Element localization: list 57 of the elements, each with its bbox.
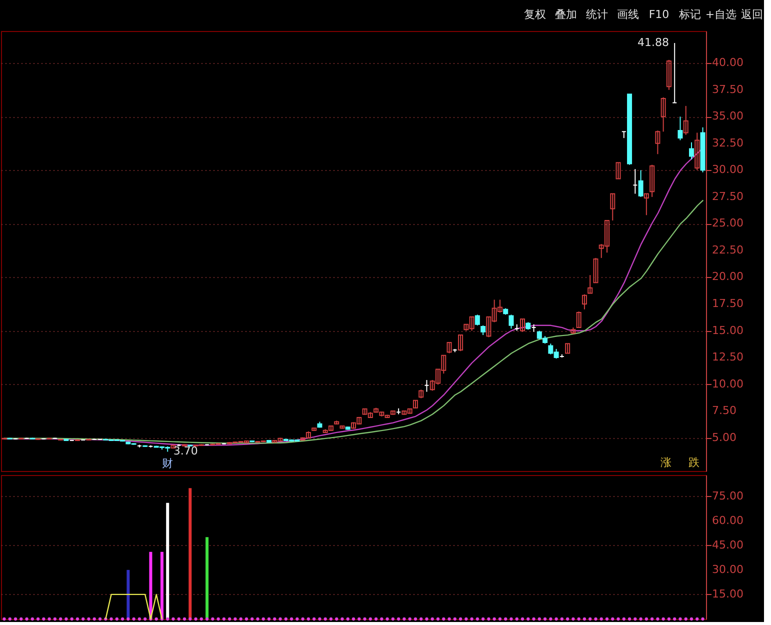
annotation: 41.88 xyxy=(637,36,669,49)
y-tick-label: 17.50 xyxy=(712,296,744,310)
y-tick-label: 15.00 xyxy=(712,587,744,600)
text: 标记 xyxy=(678,8,701,21)
candlestick xyxy=(650,164,655,198)
candlestick xyxy=(638,170,644,198)
candlestick xyxy=(666,59,672,90)
text: +自选 xyxy=(705,8,737,21)
y-tick-label: 30.00 xyxy=(712,562,744,576)
text: F10 xyxy=(648,8,670,21)
line-series xyxy=(3,200,704,444)
y-tick-label: 10.00 xyxy=(712,377,744,390)
y-tick-label: 45.00 xyxy=(712,538,744,552)
y-tick-label: 15.00 xyxy=(712,324,744,337)
text: 画线 xyxy=(617,8,639,21)
candlestick xyxy=(694,132,700,171)
y-tick-label: 75.00 xyxy=(712,489,744,502)
y-tick-label: 30.00 xyxy=(712,163,744,176)
candlestick xyxy=(446,342,452,354)
text: 复权 xyxy=(524,8,546,21)
y-tick-label: 32.50 xyxy=(712,136,744,150)
candlestick xyxy=(683,105,688,136)
y-tick-label: 40.00 xyxy=(712,56,744,70)
y-tick-label: 12.50 xyxy=(712,350,744,364)
annotation: 3.70 xyxy=(173,444,198,458)
text: 统计 xyxy=(586,8,608,21)
text: 返回 xyxy=(741,8,763,21)
candlestick xyxy=(610,193,616,221)
candlestick xyxy=(660,96,666,132)
candlestick xyxy=(688,142,694,160)
candlestick xyxy=(593,257,598,284)
candlestick xyxy=(582,294,587,310)
y-tick-label: 25.00 xyxy=(712,216,744,230)
y-tick-label: 7.50 xyxy=(712,404,736,418)
candlestick xyxy=(520,318,525,332)
y-tick-label: 60.00 xyxy=(712,514,744,527)
y-tick-label: 22.50 xyxy=(712,243,744,256)
candlestick xyxy=(678,116,683,141)
y-tick-label: 27.50 xyxy=(712,190,744,203)
candlestick xyxy=(565,343,570,354)
annotation: 财 xyxy=(162,457,173,470)
y-tick-label: 5.00 xyxy=(712,430,736,444)
candlestick xyxy=(508,314,514,330)
candlestick xyxy=(655,130,660,155)
candlestick xyxy=(576,310,582,328)
y-tick-label: 37.50 xyxy=(712,82,744,96)
annotation: 涨 xyxy=(660,456,672,469)
y-tick-label: 35.00 xyxy=(712,110,744,123)
candlestick xyxy=(480,324,486,336)
y-tick-label: 20.00 xyxy=(712,270,744,284)
text: 叠加 xyxy=(555,8,577,21)
candlestick xyxy=(644,193,649,216)
candlestick xyxy=(616,162,621,180)
annotation: 跌 xyxy=(688,456,700,469)
candlestick xyxy=(474,314,480,326)
candlestick xyxy=(458,334,464,352)
candlestick xyxy=(588,274,593,294)
